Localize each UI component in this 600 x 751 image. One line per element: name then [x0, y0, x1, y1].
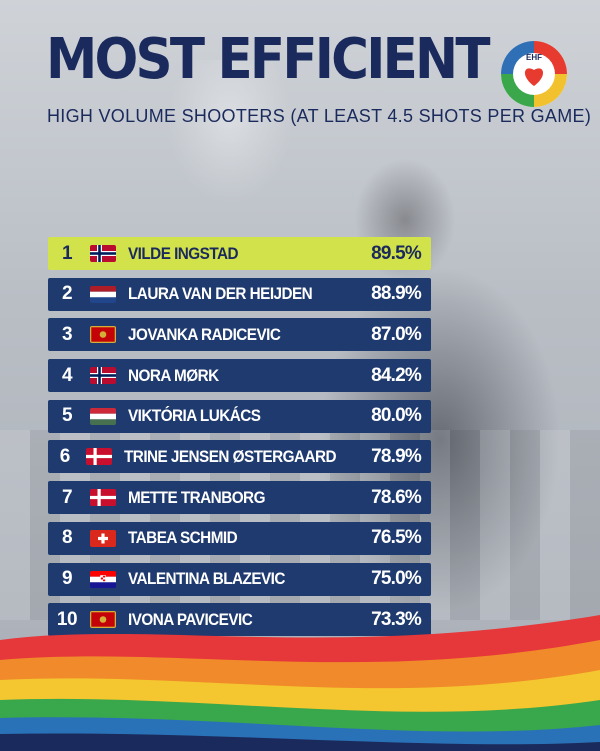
ranking-row-4: 4 NORA MØRK 84.2% — [48, 359, 431, 393]
montenegro-flag-icon — [90, 326, 116, 344]
norway-flag-icon — [90, 245, 116, 262]
ranking-row-8: 8 TABEA SCHMID 76.5% — [48, 521, 431, 555]
ranking-row-7: 7 METTE TRANBORG 78.6% — [48, 481, 431, 515]
ranking-row-9: 9 VALENTINA BLAZEVIC 75.0% — [48, 562, 431, 596]
color-swoosh-decoration — [0, 615, 600, 751]
player-name: VALENTINA BLAZEVIC — [128, 569, 285, 588]
efficiency-value: 84.2% — [371, 364, 422, 386]
ehf-euro-logo: EHF — [501, 41, 567, 107]
efficiency-value: 73.3% — [371, 608, 422, 630]
efficiency-value: 78.9% — [371, 445, 422, 467]
ranking-row-2: 2 LAURA VAN DER HEIJDEN 88.9% — [48, 277, 431, 311]
efficiency-value: 78.6% — [371, 486, 422, 508]
rank-number: 2 — [61, 283, 73, 305]
logo-text: EHF — [526, 53, 542, 62]
netherlands-flag-icon — [90, 285, 116, 303]
player-name: JOVANKA RADICEVIC — [128, 324, 281, 344]
ranking-row-5: 5 VIKTÓRIA LUKÁCS 80.0% — [48, 399, 431, 433]
ranking-row-3: 3 JOVANKA RADICEVIC 87.0% — [48, 318, 431, 352]
rank-number: 5 — [61, 405, 73, 427]
denmark-flag-icon — [90, 489, 116, 507]
switzerland-flag-icon — [90, 529, 116, 547]
ranking-row-10: 10 IVONA PAVICEVIC 73.3% — [48, 603, 431, 637]
ranking-row-1: 1 VILDE INGSTAD 89.5% — [48, 237, 431, 270]
ranking-list: 1 VILDE INGSTAD 89.5% 2 LAURA VAN DER HE… — [48, 237, 431, 644]
rank-number: 7 — [61, 486, 73, 508]
norway-flag-icon — [90, 367, 116, 385]
rank-number: 9 — [61, 568, 73, 589]
efficiency-value: 88.9% — [371, 283, 422, 305]
efficiency-value: 80.0% — [371, 405, 422, 427]
montenegro-flag-icon — [90, 611, 116, 629]
player-name: VIKTÓRIA LUKÁCS — [128, 406, 261, 426]
rank-number: 4 — [61, 364, 73, 386]
player-name: TABEA SCHMID — [128, 528, 238, 548]
player-name: NORA MØRK — [128, 365, 219, 385]
rank-number: 6 — [59, 445, 71, 467]
croatia-flag-icon — [90, 570, 116, 588]
player-name: IVONA PAVICEVIC — [128, 609, 253, 629]
rank-number: 1 — [61, 242, 73, 264]
rank-number: 10 — [56, 608, 78, 630]
efficiency-value: 76.5% — [371, 527, 422, 549]
rank-number: 8 — [61, 527, 73, 549]
hungary-flag-icon — [90, 407, 116, 425]
player-name: METTE TRANBORG — [128, 487, 265, 507]
page-title: MOST EFFICIENT — [46, 27, 491, 92]
page-subtitle: HIGH VOLUME SHOOTERS (AT LEAST 4.5 SHOTS… — [47, 106, 592, 126]
efficiency-value: 87.0% — [371, 323, 422, 345]
ranking-row-6: 6 TRINE JENSEN ØSTERGAARD 78.9% — [48, 440, 431, 474]
efficiency-value: 75.0% — [371, 568, 422, 589]
player-name: VILDE INGSTAD — [128, 243, 239, 263]
rank-number: 3 — [61, 323, 73, 345]
player-name: TRINE JENSEN ØSTERGAARD — [123, 446, 337, 466]
denmark-flag-icon — [85, 448, 112, 466]
efficiency-value: 89.5% — [371, 242, 422, 264]
player-name: LAURA VAN DER HEIJDEN — [128, 284, 313, 304]
